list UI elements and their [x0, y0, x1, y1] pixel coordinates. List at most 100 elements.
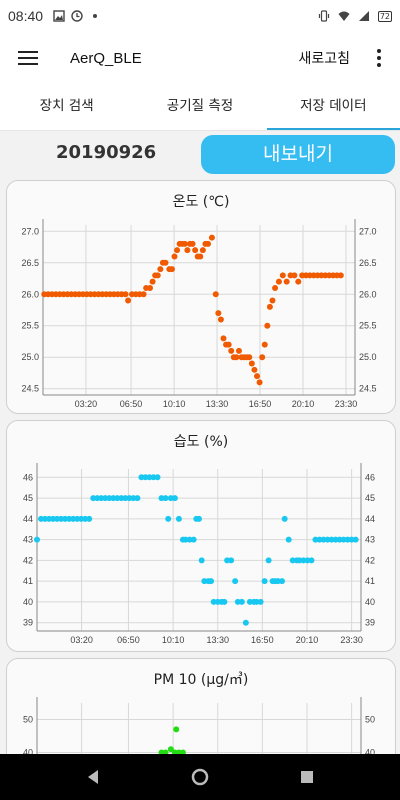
signal-icon — [358, 11, 369, 21]
tab-device-search[interactable]: 장치 검색 — [39, 98, 94, 114]
y-tick-label-right: 25.0 — [359, 352, 377, 362]
chart-title: 온도 (℃) — [172, 194, 230, 210]
battery-indicator: 72 — [377, 10, 392, 22]
data-point — [235, 347, 242, 354]
y-tick-label-right: 40 — [365, 597, 375, 607]
data-point — [34, 536, 40, 543]
home-icon[interactable] — [191, 768, 209, 786]
y-tick-label-left: 26.0 — [21, 289, 39, 299]
y-tick-label-left: 50 — [23, 715, 33, 725]
x-tick-label: 20:10 — [296, 635, 319, 645]
pm10-chart: 40 40 50 50 — [23, 697, 375, 769]
y-tick-label-left: 46 — [23, 472, 33, 482]
data-point — [337, 272, 344, 279]
data-point — [261, 578, 268, 585]
data-point — [285, 536, 292, 543]
app-bar: AerQ_BLE 새로고침 — [0, 32, 400, 84]
y-tick-label-left: 43 — [23, 535, 33, 545]
y-tick-label-right: 25.5 — [359, 321, 377, 331]
tab-bar: 장치 검색 공기질 측정 저장 데이터 — [0, 84, 400, 130]
system-navigation-bar — [0, 754, 400, 800]
data-point — [192, 247, 199, 254]
back-icon[interactable] — [85, 769, 101, 785]
refresh-button[interactable]: 새로고침 — [298, 51, 350, 67]
data-point — [248, 360, 255, 367]
data-point — [167, 746, 174, 753]
data-point — [154, 272, 161, 279]
y-tick-label-left: 27.0 — [21, 226, 39, 236]
status-time: 08:40 — [8, 8, 44, 24]
data-point — [212, 291, 219, 298]
divider — [0, 130, 400, 131]
recents-icon[interactable] — [299, 769, 315, 785]
data-point — [257, 598, 264, 605]
data-point — [279, 578, 286, 585]
data-point — [269, 297, 276, 304]
y-tick-label-right: 26.5 — [359, 258, 377, 268]
data-point — [171, 253, 178, 260]
export-button[interactable]: 내보내기 — [201, 135, 395, 174]
y-tick-label-right: 42 — [365, 555, 375, 565]
y-tick-label-left: 41 — [23, 576, 33, 586]
data-point — [225, 341, 232, 348]
data-point — [228, 557, 235, 564]
y-tick-label-right: 39 — [365, 618, 375, 628]
data-point — [228, 347, 235, 354]
chart-title: 습도 (%) — [173, 434, 229, 450]
dot-icon — [93, 14, 98, 18]
status-right-icons: 72 — [318, 10, 392, 22]
data-point — [283, 278, 290, 285]
data-point — [125, 297, 132, 304]
chart-title: PM 10 (μg/㎥) — [153, 672, 249, 688]
y-tick-label-left: 40 — [23, 597, 33, 607]
data-point — [171, 495, 178, 502]
x-tick-label: 13:30 — [206, 635, 229, 645]
data-point — [134, 495, 141, 502]
x-tick-label: 13:30 — [206, 399, 229, 409]
data-point — [86, 515, 93, 522]
data-point — [147, 284, 154, 291]
data-point — [275, 278, 282, 285]
more-options-icon[interactable] — [368, 49, 390, 67]
wifi-icon — [338, 11, 350, 21]
data-point — [189, 240, 196, 247]
clock-badge-icon — [71, 10, 83, 22]
y-tick-label-left: 25.5 — [21, 321, 39, 331]
y-tick-label-right: 43 — [365, 535, 375, 545]
data-point — [221, 598, 228, 605]
x-tick-label: 20:10 — [292, 399, 315, 409]
data-point — [173, 726, 180, 733]
x-tick-label: 16:50 — [251, 635, 274, 645]
menu-icon[interactable] — [18, 47, 38, 69]
data-point — [259, 354, 266, 361]
data-point — [168, 266, 175, 273]
tab-air-quality[interactable]: 공기질 측정 — [166, 98, 234, 114]
data-point — [184, 247, 191, 254]
y-tick-label-right: 46 — [365, 472, 375, 482]
y-tick-label-right: 26.0 — [359, 289, 377, 299]
data-point — [208, 578, 215, 585]
y-tick-label-left: 26.5 — [21, 258, 39, 268]
image-icon — [53, 10, 65, 22]
data-point — [149, 278, 156, 285]
y-tick-label-right: 41 — [365, 576, 375, 586]
data-point — [291, 272, 298, 279]
data-point — [162, 259, 169, 266]
y-tick-label-right: 27.0 — [359, 226, 377, 236]
y-tick-label-left: 44 — [23, 514, 33, 524]
humidity-chart-card: 습도 (%) 39 39 40 40 41 41 42 42 43 43 44 44 45 45 46 46 0… — [6, 420, 396, 652]
x-tick-label: 10:10 — [163, 399, 186, 409]
data-point — [190, 536, 197, 543]
app-title: AerQ_BLE — [70, 49, 142, 67]
tab-saved-data[interactable]: 저장 데이터 — [266, 84, 400, 130]
data-point — [281, 515, 288, 522]
data-point — [251, 366, 258, 373]
data-point — [175, 515, 182, 522]
vibrate-icon — [318, 10, 329, 22]
data-point — [162, 495, 169, 502]
y-tick-label-left: 40 — [23, 748, 33, 758]
y-tick-label-left: 25.0 — [21, 352, 39, 362]
x-tick-label: 23:30 — [335, 399, 358, 409]
data-point — [266, 303, 273, 310]
x-tick-label: 06:50 — [120, 399, 143, 409]
